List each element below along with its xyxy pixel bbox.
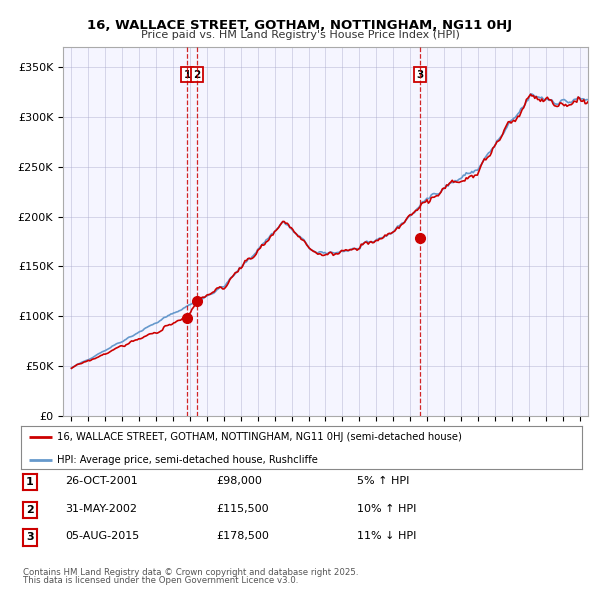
Text: 3: 3 xyxy=(416,70,424,80)
Text: 10% ↑ HPI: 10% ↑ HPI xyxy=(357,504,416,513)
Text: £98,000: £98,000 xyxy=(216,476,262,486)
Text: 1: 1 xyxy=(184,70,191,80)
Text: HPI: Average price, semi-detached house, Rushcliffe: HPI: Average price, semi-detached house,… xyxy=(58,454,319,464)
Text: This data is licensed under the Open Government Licence v3.0.: This data is licensed under the Open Gov… xyxy=(23,576,298,585)
Text: 5% ↑ HPI: 5% ↑ HPI xyxy=(357,476,409,486)
Text: 31-MAY-2002: 31-MAY-2002 xyxy=(65,504,137,513)
Text: £178,500: £178,500 xyxy=(216,532,269,541)
Text: £115,500: £115,500 xyxy=(216,504,269,513)
Text: 16, WALLACE STREET, GOTHAM, NOTTINGHAM, NG11 0HJ: 16, WALLACE STREET, GOTHAM, NOTTINGHAM, … xyxy=(88,19,512,32)
Text: 16, WALLACE STREET, GOTHAM, NOTTINGHAM, NG11 0HJ (semi-detached house): 16, WALLACE STREET, GOTHAM, NOTTINGHAM, … xyxy=(58,432,463,442)
Text: Price paid vs. HM Land Registry's House Price Index (HPI): Price paid vs. HM Land Registry's House … xyxy=(140,30,460,40)
Text: 26-OCT-2001: 26-OCT-2001 xyxy=(65,476,137,486)
Text: 2: 2 xyxy=(26,505,34,514)
Text: 3: 3 xyxy=(26,533,34,542)
Text: 1: 1 xyxy=(26,477,34,487)
Text: 11% ↓ HPI: 11% ↓ HPI xyxy=(357,532,416,541)
Text: 05-AUG-2015: 05-AUG-2015 xyxy=(65,532,139,541)
Text: Contains HM Land Registry data © Crown copyright and database right 2025.: Contains HM Land Registry data © Crown c… xyxy=(23,568,358,577)
Text: 2: 2 xyxy=(193,70,200,80)
